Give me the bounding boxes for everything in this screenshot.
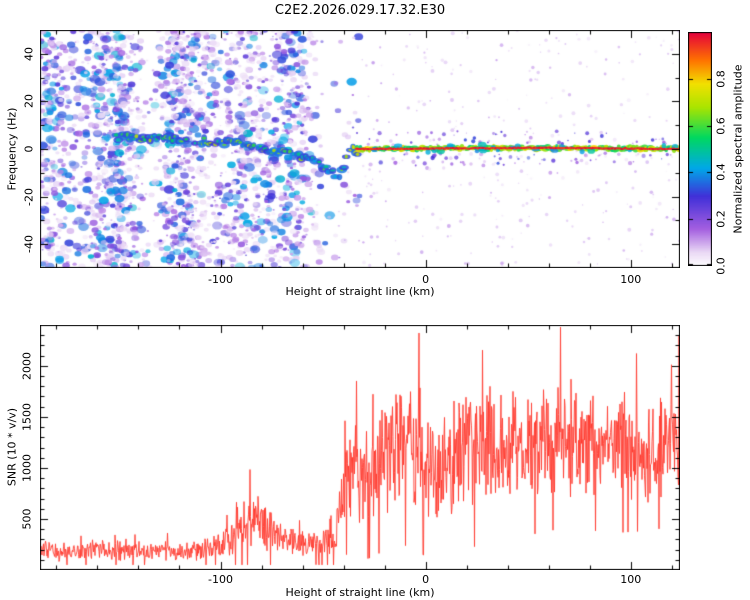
spectrogram-x-tick-label: -100 <box>208 273 233 286</box>
snr-x-tick-label: 0 <box>422 573 430 586</box>
snr-y-tick-label: 1500 <box>20 402 34 431</box>
spectrogram-ylabel: Frequency (Hz) <box>5 107 19 191</box>
spectrogram-x-tick-label: 0 <box>422 273 430 286</box>
snr-x-tick-label: -100 <box>208 573 233 586</box>
colorbar-tick-label: 0.2 <box>714 210 728 228</box>
spectrogram-xlabel: Height of straight line (km) <box>285 285 435 298</box>
spectrogram-y-tick-label: -20 <box>22 187 36 206</box>
spectrogram-y-tick-label: -40 <box>22 235 36 254</box>
colorbar-tick-label: 0.0 <box>714 257 728 275</box>
snr-y-tick-label: 2000 <box>20 351 34 380</box>
spectrogram-y-tick-label: 20 <box>22 94 36 109</box>
spectrogram-y-tick-label: 40 <box>22 46 36 61</box>
spectrogram-x-tick-label: 100 <box>620 273 642 286</box>
colorbar-tick-label: 0.6 <box>714 116 728 135</box>
snr-xlabel: Height of straight line (km) <box>285 586 435 599</box>
snr-y-tick-label: 500 <box>20 508 34 530</box>
snr-y-tick-label: 1000 <box>20 453 34 482</box>
spectrogram-canvas <box>40 30 680 268</box>
spectrogram-y-tick-label: 0 <box>22 145 36 153</box>
snr-x-tick-label: 100 <box>620 573 642 586</box>
colorbar-wedge <box>688 32 712 266</box>
colorbar-tick-label: 0.4 <box>714 163 728 182</box>
figure-title: C2E2.2026.029.17.32.E30 <box>274 3 446 18</box>
snr-ylabel: SNR (10 * v/v) <box>5 407 19 487</box>
colorbar-label: Normalized spectral amplitude <box>731 64 745 234</box>
colorbar-tick-label: 0.8 <box>714 70 728 88</box>
snr-canvas <box>40 325 680 570</box>
